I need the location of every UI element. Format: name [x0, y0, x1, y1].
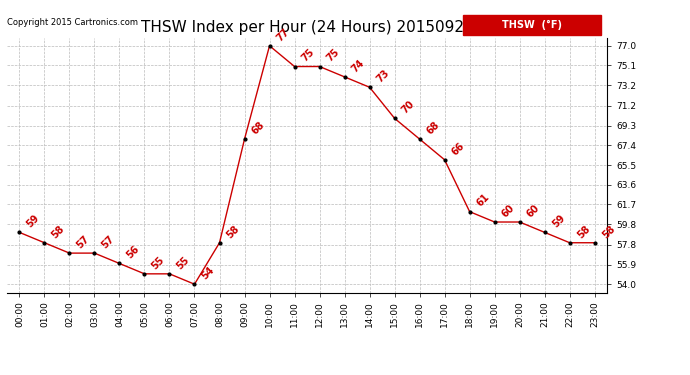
Text: Copyright 2015 Cartronics.com: Copyright 2015 Cartronics.com — [7, 18, 138, 27]
Text: 68: 68 — [425, 120, 442, 136]
Text: 54: 54 — [200, 265, 217, 281]
Text: 59: 59 — [550, 213, 567, 230]
Text: 60: 60 — [500, 202, 517, 219]
Text: 77: 77 — [275, 26, 292, 43]
Text: 61: 61 — [475, 192, 492, 209]
Text: 58: 58 — [225, 223, 241, 240]
Text: 60: 60 — [525, 202, 542, 219]
Text: 55: 55 — [150, 255, 167, 271]
Text: 58: 58 — [50, 223, 67, 240]
FancyBboxPatch shape — [463, 15, 601, 35]
Text: 75: 75 — [325, 47, 342, 64]
Text: 57: 57 — [100, 234, 117, 250]
Text: 74: 74 — [350, 57, 367, 74]
Text: 57: 57 — [75, 234, 92, 250]
Text: 66: 66 — [450, 140, 467, 157]
Text: 58: 58 — [600, 223, 617, 240]
Title: THSW Index per Hour (24 Hours) 20150924: THSW Index per Hour (24 Hours) 20150924 — [141, 20, 473, 35]
Text: 56: 56 — [125, 244, 141, 261]
Text: 75: 75 — [300, 47, 317, 64]
Text: 68: 68 — [250, 120, 267, 136]
Text: 58: 58 — [575, 223, 592, 240]
Text: 70: 70 — [400, 99, 417, 116]
Text: THSW  (°F): THSW (°F) — [502, 20, 562, 30]
Text: 55: 55 — [175, 255, 192, 271]
Text: 73: 73 — [375, 68, 392, 84]
Text: 59: 59 — [25, 213, 41, 230]
